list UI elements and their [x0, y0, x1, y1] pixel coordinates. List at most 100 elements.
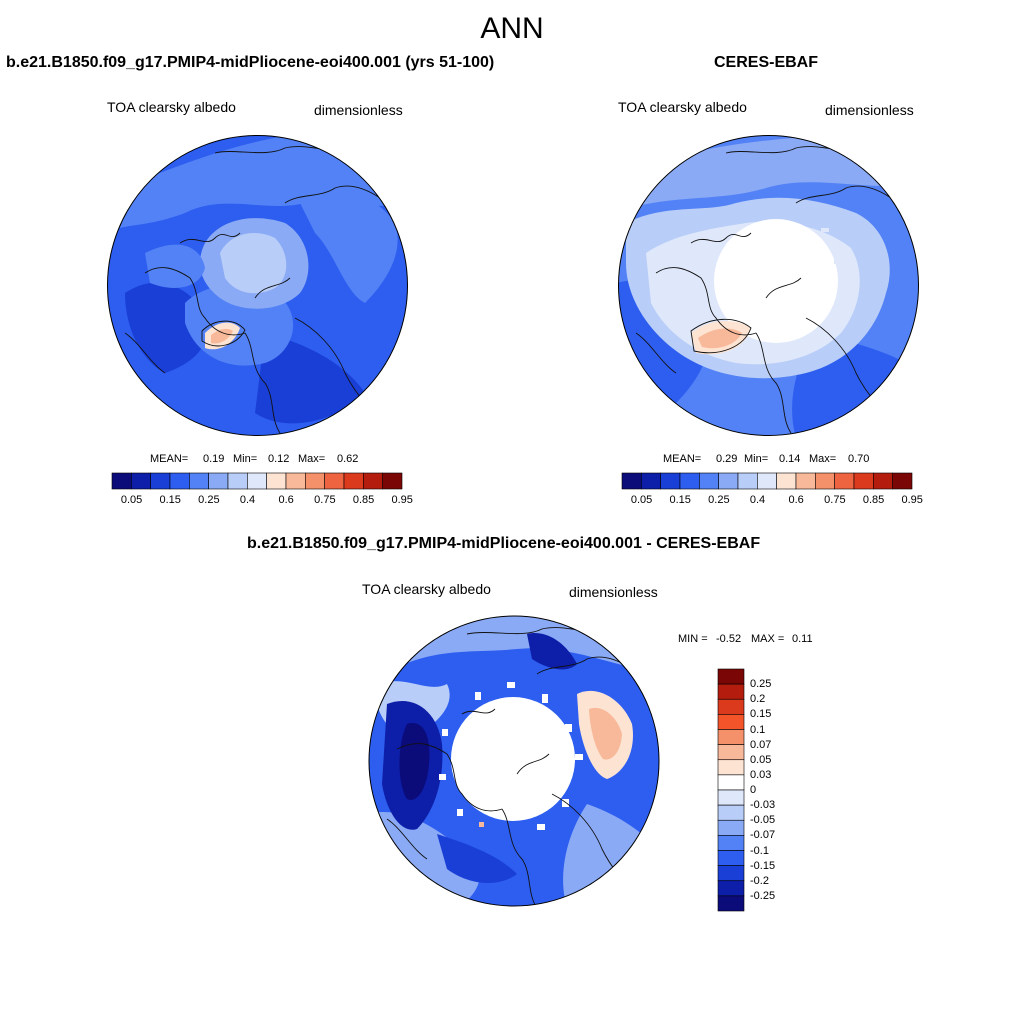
diff-colorbar-swatch: [717, 865, 745, 882]
colorbar-tick-label: 0.25: [708, 494, 730, 506]
figure-title: ANN: [480, 12, 544, 45]
colorbar-tick-label: 0.6: [278, 494, 294, 506]
colorbar-swatch: [776, 472, 797, 490]
panel-2-colorbar: [621, 472, 913, 490]
panel-1-max-value: 0.62: [337, 453, 359, 465]
colorbar-tick-label: 0.15: [159, 494, 181, 506]
colorbar-swatch: [873, 472, 893, 490]
colorbar-swatch: [189, 472, 209, 490]
diff-colorbar-swatch: [717, 744, 745, 761]
colorbar-swatch: [111, 472, 132, 490]
diff-max-label: MAX =: [751, 633, 785, 645]
colorbar-tick-label: 0.95: [901, 494, 923, 506]
diff-colorbar-swatch: [717, 835, 745, 851]
diff-case-title: b.e21.B1850.f09_g17.PMIP4-midPliocene-eo…: [247, 535, 761, 552]
diff-colorbar-swatch: [717, 880, 745, 897]
colorbar-swatch: [343, 472, 364, 490]
panel-2-min-value: 0.14: [779, 453, 801, 465]
panel-2-mean-value: 0.29: [716, 453, 738, 465]
diff-colorbar-tick-label: -0.2: [750, 874, 769, 887]
colorbar-tick-label: 0.25: [198, 494, 220, 506]
panel-1-min-value: 0.12: [268, 453, 290, 465]
colorbar-swatch: [247, 472, 267, 490]
colorbar-swatch: [305, 472, 325, 490]
diff-colorbar-swatch: [717, 714, 745, 730]
diff-colorbar-swatch: [717, 683, 745, 700]
diff-colorbar-swatch: [717, 895, 745, 912]
diff-colorbar-tick-label: 0.05: [750, 753, 772, 766]
colorbar-swatch: [382, 472, 403, 490]
diff-colorbar-tick-label: -0.05: [750, 814, 776, 827]
diff-colorbar-swatch: [717, 774, 745, 791]
panel-1-units-label: dimensionless: [314, 102, 403, 118]
panel-1-case-title: b.e21.B1850.f09_g17.PMIP4-midPliocene-eo…: [6, 54, 495, 71]
colorbar-swatch: [660, 472, 681, 490]
diff-min-label: MIN =: [678, 633, 708, 645]
panel-1-min-label: Min=: [233, 453, 258, 465]
diff-colorbar-tick-label: 0.15: [750, 708, 772, 721]
colorbar-swatch: [169, 472, 190, 490]
diff-colorbar-tick-label: -0.07: [750, 829, 776, 842]
colorbar-swatch: [227, 472, 248, 490]
colorbar-swatch: [131, 472, 151, 490]
diff-colorbar-swatch: [717, 804, 745, 821]
colorbar-swatch: [324, 472, 345, 490]
diff-colorbar-tick-label: 0.2: [750, 693, 766, 706]
colorbar-tick-label: 0.85: [352, 494, 375, 506]
diff-colorbar-tick-label: 0.07: [750, 738, 772, 751]
panel-2-max-label: Max=: [809, 453, 837, 465]
colorbar-swatch: [363, 472, 383, 490]
colorbar-tick-label: 0.85: [862, 494, 885, 506]
colorbar-swatch: [757, 472, 777, 490]
diff-colorbar-swatch: [717, 819, 745, 836]
diff-colorbar-tick-label: -0.25: [750, 889, 776, 902]
colorbar-swatch: [285, 472, 306, 490]
diff-colorbar-swatch: [717, 698, 745, 715]
colorbar-swatch: [815, 472, 835, 490]
diff-variable-label: TOA clearsky albedo: [362, 581, 491, 597]
diff-colorbar-tick-label: -0.03: [750, 799, 776, 812]
colorbar-swatch: [208, 472, 229, 490]
colorbar-swatch: [150, 472, 171, 490]
panel-1-mean-value: 0.19: [203, 453, 225, 465]
colorbar-tick-label: 0.95: [391, 494, 413, 506]
panel-1-polar-map: [107, 135, 408, 436]
colorbar-tick-label: 0.75: [314, 494, 336, 506]
panel-1-max-label: Max=: [298, 453, 326, 465]
diff-units-label: dimensionless: [569, 584, 658, 600]
colorbar-swatch: [737, 472, 758, 490]
colorbar-swatch: [621, 472, 642, 490]
panel-2-max-value: 0.70: [848, 453, 870, 465]
colorbar-swatch: [641, 472, 661, 490]
diff-colorbar-swatch: [717, 789, 745, 806]
diff-colorbar-tick-label: 0.1: [750, 723, 766, 736]
colorbar-tick-label: 0.6: [788, 494, 804, 506]
diff-max-value: 0.11: [792, 633, 813, 645]
diff-colorbar-swatch: [717, 668, 745, 685]
panel-2-case-title: CERES-EBAF: [714, 54, 819, 71]
colorbar-swatch: [834, 472, 855, 490]
colorbar-swatch: [699, 472, 719, 490]
colorbar-tick-label: 0.05: [120, 494, 143, 506]
colorbar-swatch: [718, 472, 739, 490]
colorbar-tick-label: 0.15: [669, 494, 691, 506]
panel-1-variable-label: TOA clearsky albedo: [107, 99, 236, 115]
diff-colorbar-tick-label: 0.03: [750, 768, 772, 781]
colorbar-swatch: [853, 472, 874, 490]
diff-colorbar-tick-label: -0.1: [750, 844, 769, 857]
colorbar-swatch: [679, 472, 700, 490]
panel-2-min-label: Min=: [744, 453, 769, 465]
colorbar-tick-label: 0.05: [630, 494, 653, 506]
panel-2-mean-label: MEAN=: [663, 453, 702, 465]
diff-colorbar-tick-label: 0.25: [750, 678, 772, 691]
diff-colorbar-swatch: [717, 759, 745, 776]
diff-colorbar-tick-label: -0.15: [750, 859, 776, 872]
panel-1-colorbar: [111, 472, 403, 490]
panel-1-mean-label: MEAN=: [150, 453, 189, 465]
diff-min-value: -0.52: [716, 633, 742, 645]
colorbar-tick-label: 0.4: [749, 494, 766, 506]
colorbar-swatch: [266, 472, 287, 490]
panel-2-polar-map: [618, 135, 919, 436]
colorbar-tick-label: 0.75: [824, 494, 846, 506]
colorbar-swatch: [892, 472, 913, 490]
